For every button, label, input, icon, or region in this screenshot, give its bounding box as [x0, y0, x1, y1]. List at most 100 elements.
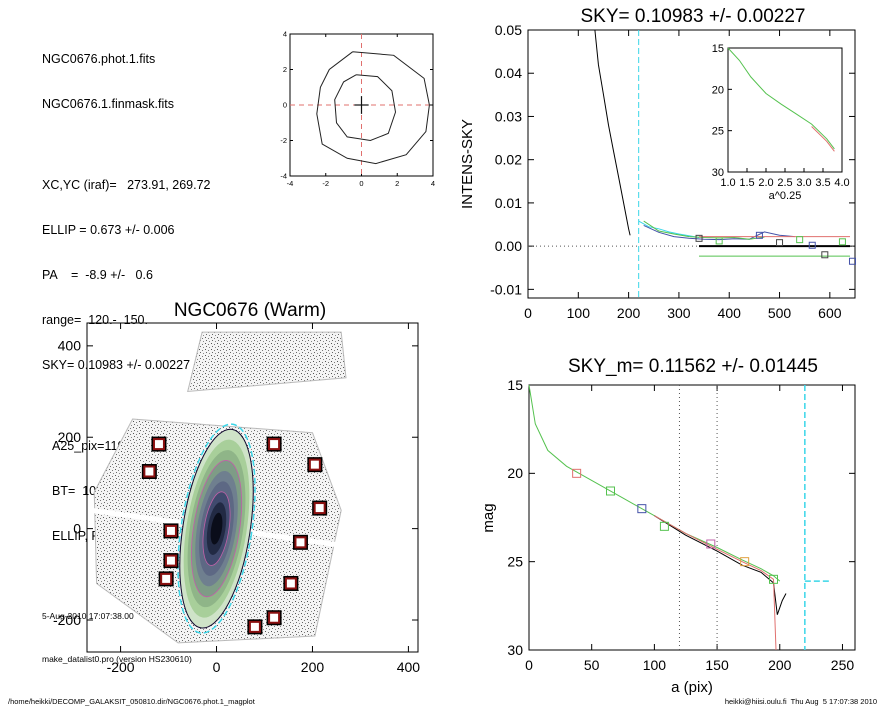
mag-profile-marker: [659, 521, 669, 531]
sky-inset-ytick-label: 30: [712, 167, 724, 179]
mag-profile-xlabel: a (pix): [671, 679, 713, 696]
galaxy-outer-ellipse: [177, 423, 256, 634]
galaxy-image-xtick-label: 400: [397, 659, 421, 675]
galaxy-mask-box-inner: [164, 554, 177, 567]
galaxy-image-ytick-label: -200: [53, 612, 81, 628]
contour-ytick-label: 2: [283, 65, 287, 74]
sky-profile-ytick-label: -0.01: [490, 281, 522, 297]
galaxy-mask-box-inner: [248, 620, 261, 633]
galaxy-image-xtick-label: -200: [107, 659, 135, 675]
contour-xtick-label: -2: [322, 179, 329, 188]
mag-profile-xtick-label: 100: [643, 657, 667, 673]
galaxy-image-title: NGC0676 (Warm): [174, 300, 326, 321]
contour-ytick-label: 4: [283, 30, 287, 39]
sky-profile-series-blue: [643, 224, 795, 241]
sky-inset-xtick-label: 4.0: [834, 177, 849, 189]
galaxy-image-ytick-label: 400: [58, 338, 82, 354]
sky-profile-marker: [796, 236, 804, 244]
mag-profile-xtick-label: 200: [768, 657, 792, 673]
sky-profile-title: SKY= 0.10983 +/- 0.00227: [580, 6, 805, 27]
info-file-phot: NGC0676.phot.1.fits: [42, 52, 156, 66]
galaxy-mask-box-inner: [268, 611, 281, 624]
galaxy-image-frame: [86, 322, 419, 653]
galaxy-image-panel: NGC0676 (Warm) -200 0 200 400 -200 0 200 400: [53, 300, 420, 675]
galaxy-image-ytick-label: 200: [58, 429, 82, 445]
galaxy-mask-box-inner: [268, 438, 281, 451]
sky-profile-marker: [838, 238, 846, 246]
sky-profile-series-black: [594, 29, 631, 236]
mag-profile-series-green: [528, 384, 781, 582]
sky-profile-xtick-label: 400: [718, 305, 742, 321]
mag-profile-marker: [769, 574, 778, 584]
sky-profile-marker: [776, 239, 784, 247]
sky-profile-marker: [695, 234, 703, 242]
sky-profile-xtick-label: 0: [524, 305, 532, 321]
info-sky: SKY= 0.10983 +/- 0.00227: [42, 358, 191, 372]
mag-profile-marker: [606, 486, 615, 496]
galaxy-mask-box-inner: [152, 438, 165, 451]
sky-inset-frame: [727, 47, 843, 173]
info-file-mask: NGC0676.1.finmask.fits: [42, 97, 174, 111]
footer-user: heikki@hiisi.oulu.fi Thu Aug 5 17:07:38 …: [724, 697, 877, 706]
galaxy-mask-box-inner: [164, 524, 177, 537]
mag-profile-marker: [706, 539, 716, 549]
mag-profile-ylabel: mag: [480, 503, 497, 532]
galaxy-image-xtick-label: 200: [301, 659, 325, 675]
footer-path: /home/heikki/DECOMP_GALAKSIT_050810.dir/…: [8, 697, 255, 706]
sky-inset-xlabel: a^0.25: [769, 190, 802, 202]
mag-profile-xtick-label: 50: [584, 657, 600, 673]
sky-inset-ytick-label: 15: [712, 43, 724, 55]
contour-xtick-label: 0: [359, 179, 363, 188]
galaxy-image-top-tile: [187, 331, 347, 393]
sky-inset-curve-red: [811, 126, 835, 152]
mag-profile-marker: [572, 468, 582, 478]
contour-xtick-label: 4: [431, 179, 435, 188]
mag-profile-ytick-label: 20: [507, 465, 523, 481]
galaxy-boundary-ellipse: [179, 428, 254, 629]
sky-profile-marker: [715, 237, 723, 245]
mag-profile-frame: [528, 384, 856, 651]
sky-inset-curve: [727, 47, 835, 150]
sky-profile-ytick-label: 0.01: [495, 195, 522, 211]
info-center: XC,YC (iraf)= 273.91, 269.72: [42, 178, 211, 192]
contour-xtick-label: 2: [395, 179, 399, 188]
sky-profile-ytick-label: 0.05: [495, 22, 522, 38]
sky-inset-xtick-label: 1.0: [720, 177, 735, 189]
sky-profile-panel: SKY= 0.10983 +/- 0.00227 INTENS-SKY 0 100…: [459, 6, 856, 321]
sky-profile-ytick-label: 0.04: [495, 65, 522, 81]
sky-profile-xtick-label: 100: [567, 305, 591, 321]
mag-profile-marker: [740, 557, 750, 567]
sky-profile-series-cyan: [638, 220, 700, 238]
mag-profile-ytick-label: 25: [507, 554, 523, 570]
sky-profile-frame: [527, 29, 856, 299]
sky-profile-series-green: [643, 220, 765, 240]
info-pa: PA = -8.9 +/- 0.6: [42, 268, 153, 282]
sky-profile-ytick-label: 0.03: [495, 108, 522, 124]
mag-profile-ytick-label: 30: [507, 642, 523, 658]
sky-profile-marker: [848, 257, 856, 265]
contour-xtick-label: -4: [287, 179, 294, 188]
sky-inset-xtick-label: 3.5: [815, 177, 830, 189]
mag-profile-xtick-label: 250: [831, 657, 855, 673]
mag-profile-title: SKY_m= 0.11562 +/- 0.01445: [568, 356, 818, 377]
info-ellip: ELLIP = 0.673 +/- 0.006: [42, 223, 175, 237]
galaxy-mask-box-inner: [308, 458, 321, 471]
sky-profile-xtick-label: 300: [667, 305, 691, 321]
galaxy-image-xtick-label: 0: [213, 659, 221, 675]
mag-profile-ytick-label: 15: [507, 377, 523, 393]
sky-profile-ytick-label: 0.02: [495, 152, 522, 168]
sky-profile-ylabel: INTENS-SKY: [459, 119, 476, 209]
info-timestamp: 5-Aug-2010 17:07:38.00: [42, 611, 134, 621]
info-program: make_datalist0.pro (version HS230610): [42, 654, 192, 664]
sky-inset-ytick-label: 20: [712, 84, 724, 96]
mag-profile-series-red: [654, 515, 777, 651]
contour-ytick-label: -2: [280, 136, 287, 145]
mag-profile-xtick-label: 0: [525, 657, 533, 673]
galaxy-mask-box-inner: [284, 577, 297, 590]
contour-inner: [334, 74, 397, 142]
galaxy-mask-box-inner: [294, 536, 307, 549]
sky-inset-xtick-label: 2.5: [777, 177, 792, 189]
galaxy-mask-box-inner: [143, 465, 156, 478]
contour-ytick-label: -4: [280, 172, 287, 181]
